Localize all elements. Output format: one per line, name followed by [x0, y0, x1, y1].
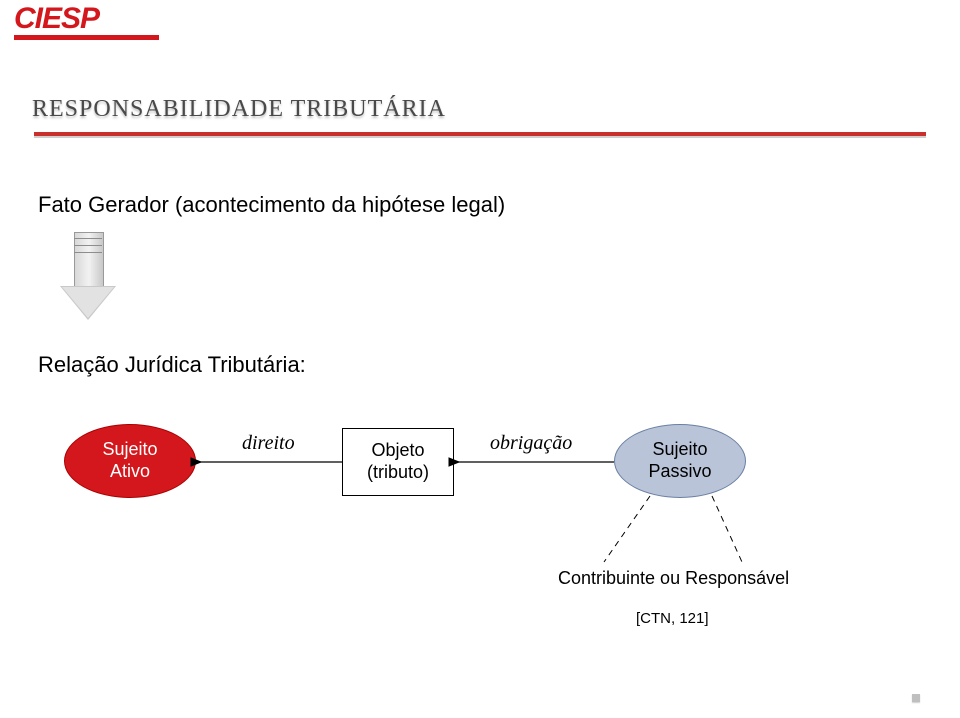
objeto-node: Objeto (tributo)	[342, 428, 454, 496]
brand-logo-bar	[14, 35, 159, 40]
direito-label: direito	[242, 432, 295, 455]
sujeito-ativo-line2: Ativo	[110, 461, 150, 483]
obrigacao-label: obrigação	[490, 432, 572, 455]
footer-marker-icon	[912, 694, 920, 702]
sujeito-passivo-line1: Sujeito	[652, 439, 707, 461]
brand-logo: CIESP	[14, 2, 99, 36]
objeto-line2: (tributo)	[367, 462, 429, 484]
relacao-juridica-text: Relação Jurídica Tributária:	[38, 352, 306, 378]
down-arrow-icon	[60, 232, 116, 322]
sujeito-passivo-line2: Passivo	[648, 461, 711, 483]
title-rule-grey	[34, 136, 926, 138]
fato-gerador-text: Fato Gerador (acontecimento da hipótese …	[38, 192, 505, 218]
page-title: RESPONSABILIDADE TRIBUTÁRIA	[32, 96, 446, 123]
sujeito-ativo-node: Sujeito Ativo	[64, 424, 196, 498]
sujeito-ativo-line1: Sujeito	[102, 439, 157, 461]
ctn-ref-text: [CTN, 121]	[636, 610, 709, 627]
contribuinte-text: Contribuinte ou Responsável	[558, 568, 789, 589]
objeto-line1: Objeto	[371, 440, 424, 462]
sujeito-passivo-node: Sujeito Passivo	[614, 424, 746, 498]
